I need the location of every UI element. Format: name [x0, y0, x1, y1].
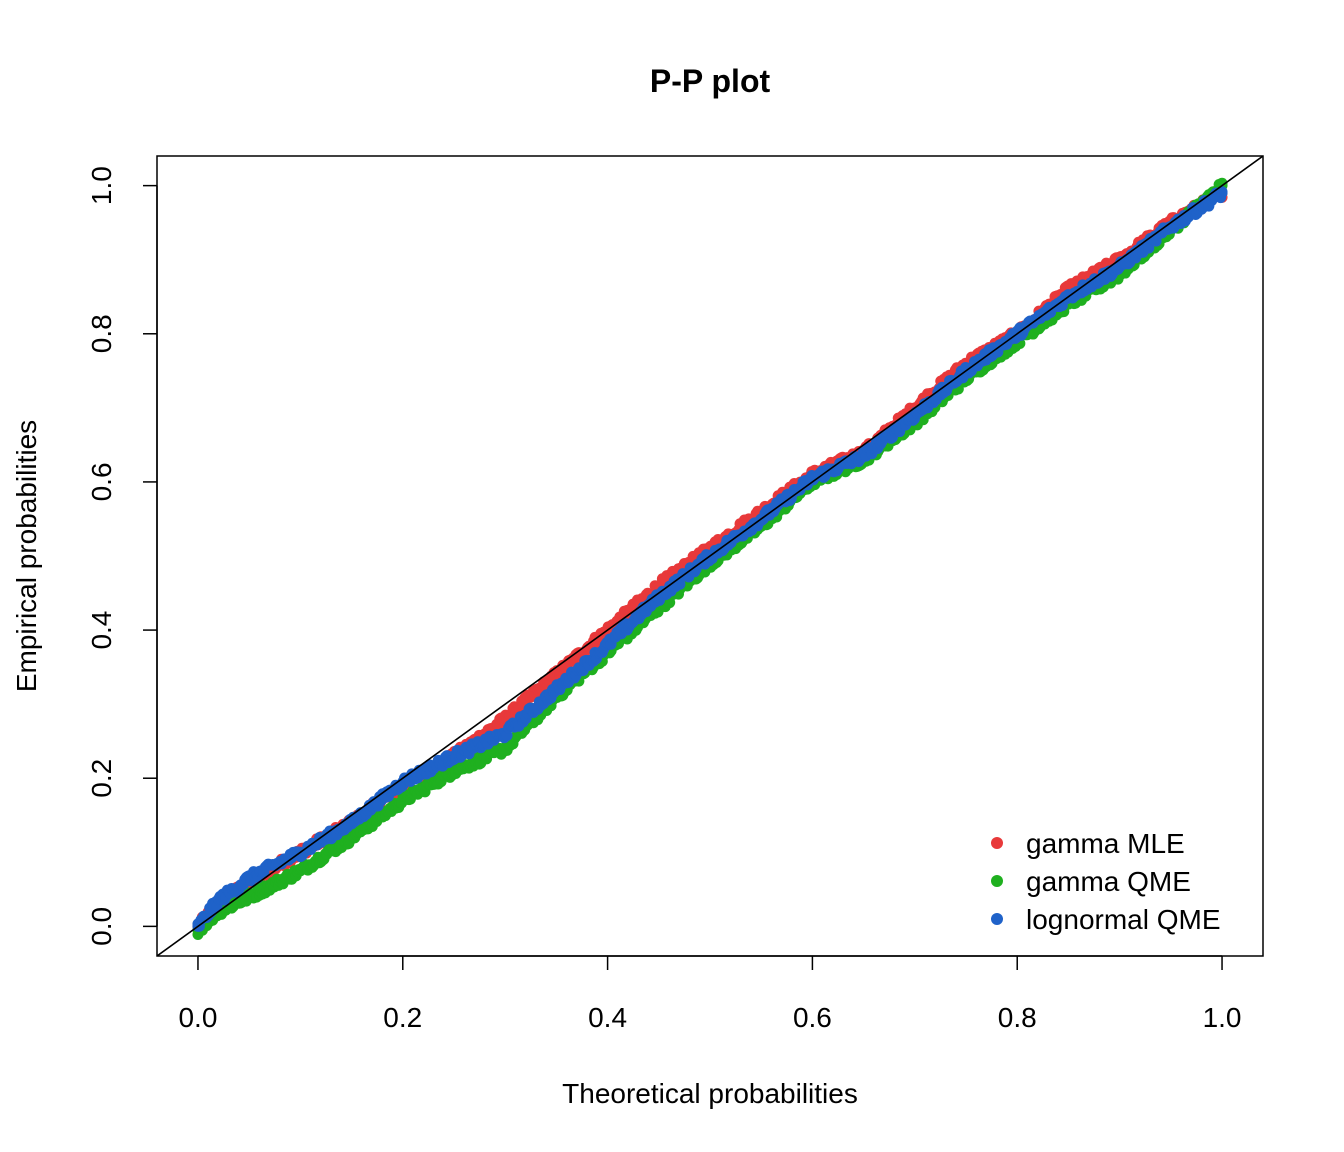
y-tick-label: 0.4: [86, 611, 117, 650]
legend-label: gamma MLE: [1026, 828, 1185, 859]
y-axis-label: Empirical probabilities: [11, 420, 42, 692]
y-tick-label: 0.2: [86, 759, 117, 798]
x-tick-label: 0.4: [588, 1002, 627, 1033]
x-tick-label: 0.0: [178, 1002, 217, 1033]
y-tick-label: 0.6: [86, 462, 117, 501]
x-axis: 0.0 0.2 0.4 0.6 0.8 1.0: [178, 955, 1242, 1033]
legend-marker: [991, 837, 1003, 849]
legend-marker: [991, 875, 1003, 887]
legend-marker: [991, 913, 1003, 925]
y-axis: 0.0 0.2 0.4 0.6 0.8 1.0: [86, 166, 158, 946]
chart-title: P-P plot: [650, 63, 771, 99]
legend: gamma MLE gamma QME lognormal QME: [991, 828, 1221, 935]
reference-line: [157, 156, 1263, 956]
data-point: [1216, 177, 1228, 189]
x-tick-label: 0.2: [383, 1002, 422, 1033]
y-tick-label: 0.8: [86, 314, 117, 353]
data-points: [192, 177, 1228, 941]
x-tick-label: 0.8: [998, 1002, 1037, 1033]
legend-label: gamma QME: [1026, 866, 1191, 897]
x-tick-label: 0.6: [793, 1002, 832, 1033]
x-tick-label: 1.0: [1203, 1002, 1242, 1033]
y-tick-label: 0.0: [86, 907, 117, 946]
series-lognormal-qme: [192, 186, 1228, 932]
data-point: [1216, 186, 1228, 198]
legend-label: lognormal QME: [1026, 904, 1221, 935]
data-point: [1143, 242, 1155, 254]
x-axis-label: Theoretical probabilities: [562, 1078, 858, 1109]
y-tick-label: 1.0: [86, 166, 117, 205]
